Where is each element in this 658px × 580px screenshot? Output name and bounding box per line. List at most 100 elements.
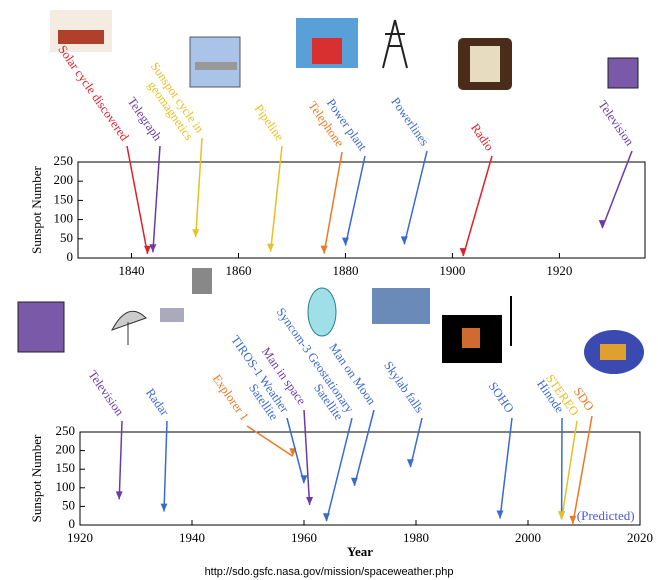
tv-icon	[607, 57, 639, 89]
y-tick-label: 150	[54, 191, 74, 206]
astronaut-icon	[307, 287, 337, 337]
arrow-head	[306, 496, 314, 505]
annotation-label: Television	[595, 98, 637, 149]
annotation-text: Explorer 1	[210, 372, 252, 424]
annotation-label: Pipeline	[252, 102, 287, 144]
arrow-head	[144, 245, 152, 254]
annotation-arrow	[303, 409, 311, 505]
arrow-head	[341, 237, 349, 246]
telegraph-body	[58, 30, 104, 44]
y-tick-label: 100	[54, 211, 74, 226]
source-url: http://sdo.gsfc.nasa.gov/mission/spacewe…	[205, 566, 454, 578]
pipe	[195, 62, 237, 70]
soho-body	[462, 328, 480, 348]
annotation-arrow	[601, 150, 633, 229]
plot-frame	[79, 431, 641, 526]
x-tick-label: 1840	[118, 263, 144, 278]
radio-grille	[470, 46, 500, 82]
y-axis-label: Sunspot Number	[29, 165, 44, 253]
arrow-head	[322, 513, 330, 522]
arrow-head	[459, 248, 467, 257]
y-tick-label: 100	[56, 479, 76, 494]
x-tick-label: 1960	[291, 530, 317, 545]
arrow-head	[160, 503, 168, 512]
x-tick-label: 1920	[67, 530, 93, 545]
sdo-body	[600, 344, 626, 360]
annotation-label: Solar cycle discovered	[55, 43, 132, 144]
annotation-arrow	[163, 420, 168, 512]
icons	[17, 10, 644, 374]
annotation-text: Radar	[143, 386, 172, 419]
satellite-icon	[192, 268, 212, 294]
arrow-head	[149, 244, 157, 253]
x-tick-label: 1860	[225, 263, 251, 278]
y-tick-label: 200	[56, 442, 76, 457]
annotation-arrow	[118, 420, 123, 500]
y-tick-label: 250	[56, 423, 76, 438]
annotation-arrow	[286, 417, 305, 484]
annotation-arrow	[353, 409, 375, 486]
tv-icon	[17, 301, 65, 353]
arrow-head	[320, 245, 328, 254]
annotation-arrow	[499, 417, 513, 519]
y-tick-label: 0	[69, 516, 76, 531]
arrow-head	[115, 491, 123, 500]
y-tick-label: 150	[56, 460, 76, 475]
annotation-arrow	[152, 145, 161, 253]
x-tick-label: 1980	[403, 530, 429, 545]
series-label: (Predicted)	[577, 508, 635, 523]
skylab-icon	[372, 288, 430, 324]
annotation-arrow	[246, 425, 294, 457]
y-tick-label: 0	[67, 249, 74, 264]
arrow-head	[598, 220, 606, 229]
annotation-arrow	[323, 151, 343, 254]
plant-building	[312, 38, 342, 64]
annotation-label: SOHO	[486, 379, 517, 415]
arrow-head	[400, 236, 408, 245]
annotation-text: Television	[595, 98, 637, 149]
annotation-label: Skylab falls	[381, 359, 427, 416]
annotation-arrow	[344, 155, 366, 246]
y-tick-label: 200	[54, 172, 74, 187]
satellite-icon	[160, 308, 184, 322]
arrow-head	[406, 459, 414, 468]
arrow-head	[300, 475, 308, 484]
annotation-arrow	[126, 145, 149, 255]
x-tick-label: 1920	[546, 263, 572, 278]
x-tick-label: 1940	[179, 530, 205, 545]
annotation-arrow	[325, 417, 353, 522]
annotation-arrow	[403, 150, 428, 245]
annotation-label: Television	[85, 368, 127, 419]
x-tick-label: 2000	[515, 530, 541, 545]
x-axis-label: Year	[347, 544, 373, 559]
y-tick-label: 50	[62, 497, 75, 512]
annotation-label: Radio	[468, 121, 497, 153]
annotation-arrow	[194, 137, 203, 238]
annotation-arrow	[409, 417, 423, 468]
plot-frame	[77, 161, 646, 259]
annotation-text: Television	[85, 368, 127, 419]
annotation-text: Radio	[468, 121, 497, 153]
tower-icon	[382, 19, 408, 69]
radar-icon	[110, 310, 147, 345]
x-tick-label: 1900	[439, 263, 465, 278]
annotation-label: Powerlines	[388, 95, 431, 149]
annotation-text: Solar cycle discovered	[55, 43, 132, 144]
annotation-label: Radar	[143, 386, 172, 419]
annotation-text: Powerlines	[388, 95, 431, 149]
annotation-arrow	[462, 155, 493, 257]
annotation-text: Skylab falls	[381, 359, 427, 416]
arrow-head	[496, 510, 504, 519]
arrow-head	[569, 515, 577, 524]
annotation-arrow	[560, 420, 578, 520]
y-tick-label: 250	[54, 153, 74, 168]
arrow-head	[558, 511, 566, 520]
x-tick-label: 1880	[332, 263, 358, 278]
arrow-head	[267, 243, 275, 252]
annotation-text: Pipeline	[252, 102, 287, 144]
arrow-head	[289, 448, 297, 457]
annotation-label: Explorer 1	[210, 372, 252, 424]
annotation-text: SOHO	[486, 379, 517, 415]
arrow-head	[350, 477, 358, 486]
